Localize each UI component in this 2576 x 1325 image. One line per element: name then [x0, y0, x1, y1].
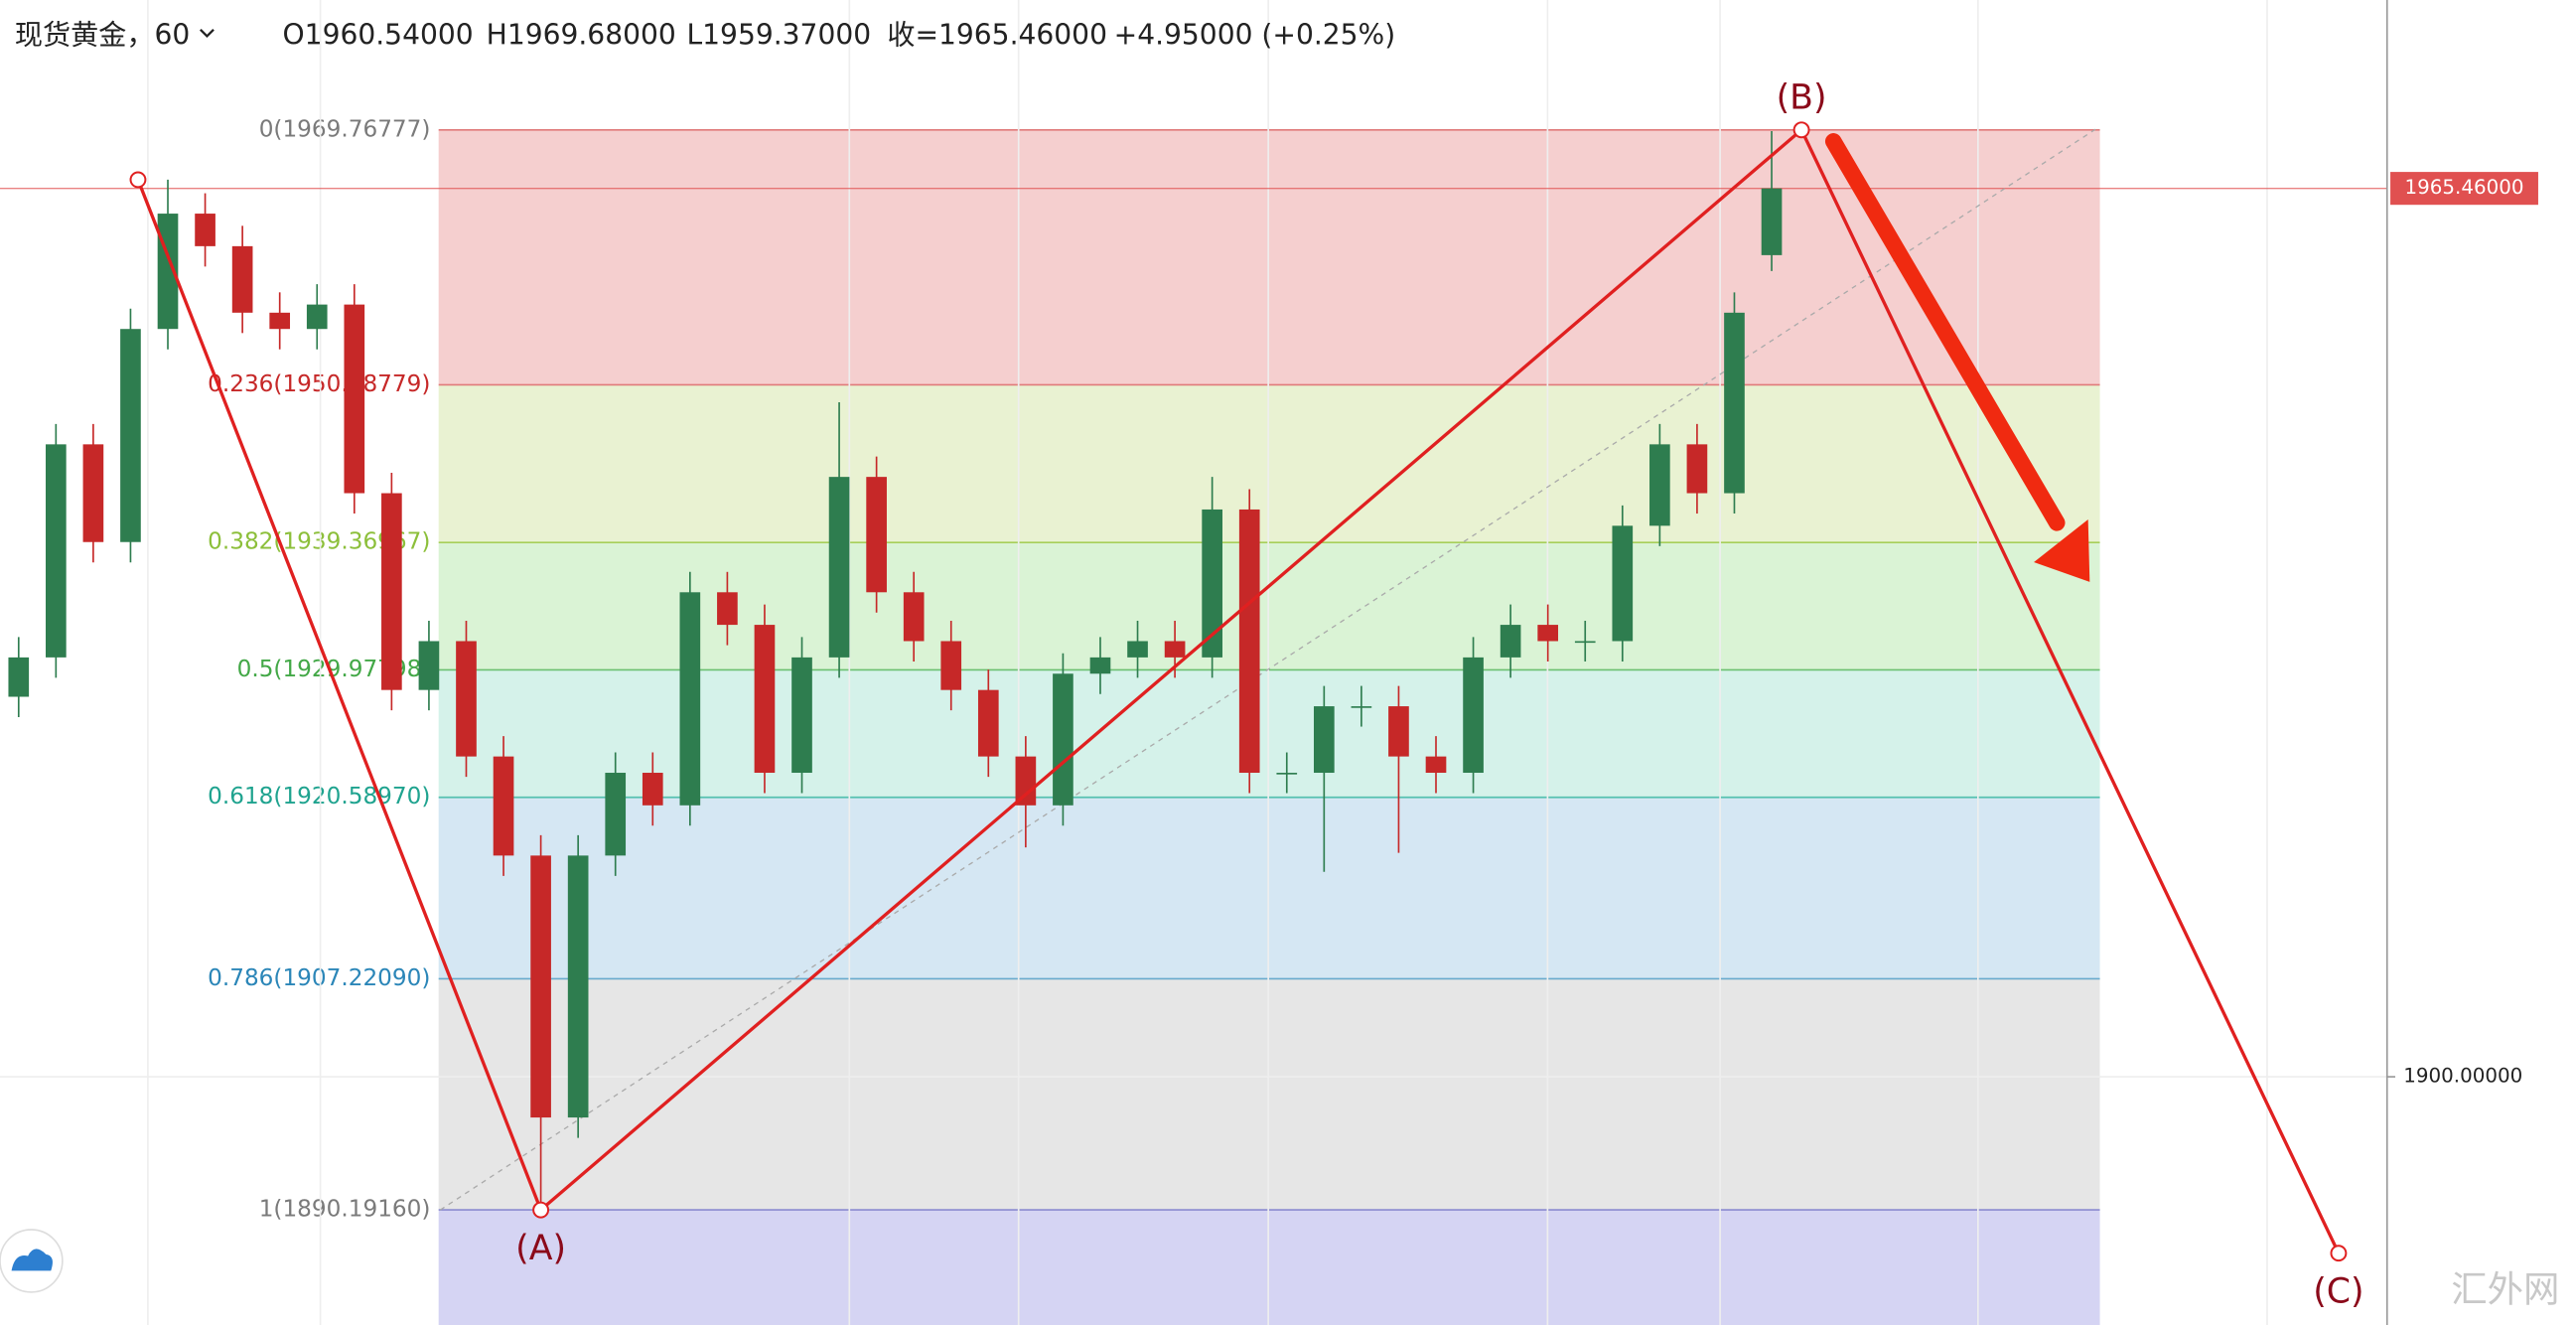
last-price-tag: [2390, 172, 2538, 206]
vertical-grid: [147, 0, 2268, 1325]
candle-body: [1724, 312, 1745, 494]
watermark: 汇外网: [2451, 1267, 2559, 1310]
ohlc-high: H1969.68000: [487, 18, 676, 51]
candle-body: [1314, 706, 1335, 774]
candle-body: [1053, 673, 1073, 806]
fib-label: 0.786(1907.22090): [208, 965, 430, 991]
candle-body: [306, 304, 328, 330]
candle-body: [195, 214, 215, 246]
fib-zone: [438, 384, 2100, 543]
fib-label: 0.618(1920.58970): [208, 784, 430, 810]
candle-body: [493, 756, 514, 856]
candle-body: [344, 304, 365, 494]
fib-zones: 0(1969.76777)0.236(1950.98779)0.382(1939…: [208, 116, 2100, 1325]
arrow-head: [2034, 519, 2090, 582]
logo-cloud[interactable]: [11, 1249, 53, 1271]
candle-body: [866, 477, 887, 593]
wave-line: [136, 127, 2341, 1254]
candle-body: [82, 444, 104, 542]
arrow-shaft: [1824, 133, 2066, 531]
symbol[interactable]: 现货黄金，60: [15, 18, 190, 51]
wave-point: [129, 171, 147, 189]
grid: [0, 187, 2387, 1078]
candle-body: [828, 477, 850, 658]
candle-body: [8, 657, 30, 697]
candle-body: [120, 329, 141, 542]
fib-zone: [438, 669, 2100, 798]
candle-body: [456, 641, 477, 757]
fib-label: 0(1969.76777): [259, 116, 431, 142]
candle-body: [381, 493, 402, 690]
candle-body: [1649, 444, 1670, 526]
candle-body: [940, 641, 962, 690]
wave-point: [532, 1201, 550, 1219]
candle-body: [1238, 509, 1260, 774]
wave-point: [1792, 121, 1810, 139]
candle-body: [1388, 706, 1409, 757]
fib-trend-line: [440, 125, 2100, 1211]
ohlc-open: O1960.54000: [283, 18, 474, 51]
candle-body: [754, 625, 776, 774]
candle-body: [530, 855, 551, 1118]
last-price-label: 1965.46000: [2405, 176, 2524, 199]
wave-label: (A): [515, 1229, 566, 1268]
ohlc-change: +4.95000 (+0.25%): [1114, 18, 1396, 51]
candle-body: [1202, 509, 1222, 658]
y-tick-label: 1900.00000: [2403, 1065, 2522, 1088]
fib-zone: [438, 978, 2100, 1211]
fib-label: 1(1890.19160): [259, 1197, 431, 1223]
candle-body: [46, 444, 67, 658]
wave: (A) (B) (C): [129, 77, 2364, 1311]
candle-body: [642, 773, 663, 806]
candle-body: [1127, 641, 1148, 658]
header: 现货黄金，60 O1960.54000 H1969.68000 L1959.37…: [15, 18, 1395, 51]
candle-body: [1351, 706, 1372, 708]
wave-label: (B): [1777, 77, 1827, 117]
candles: [8, 130, 1783, 1211]
ohlc-low: L1959.37000: [687, 18, 872, 51]
candle-body: [903, 592, 925, 642]
fib-zone: [438, 797, 2100, 979]
candle-body: [567, 855, 589, 1118]
candle-body: [1463, 657, 1484, 774]
forecast-arrow: [1824, 133, 2090, 582]
candle-body: [1089, 657, 1111, 674]
candle-body: [791, 657, 812, 774]
symbol-chevron[interactable]: [200, 28, 215, 39]
logo[interactable]: [0, 1229, 64, 1293]
candle-body: [605, 773, 627, 856]
fib-label: 0.236(1950.98779): [208, 371, 430, 397]
candle-body: [1574, 641, 1596, 644]
candle-body: [231, 245, 253, 313]
fib-zone: [438, 1210, 2100, 1325]
candle-body: [1761, 188, 1783, 255]
candle-body: [1164, 641, 1186, 658]
fib-zone: [438, 542, 2100, 670]
candle-body: [679, 592, 701, 806]
candle-body: [1612, 525, 1634, 642]
candle-body: [1276, 773, 1298, 775]
wave-label: (C): [2313, 1271, 2363, 1311]
candle-body: [1015, 756, 1037, 806]
ohlc-close: 收=1965.46000: [887, 18, 1107, 51]
candle-body: [1537, 625, 1559, 642]
candle-body: [717, 592, 738, 626]
candle-body: [418, 641, 440, 690]
candle-body: [977, 689, 999, 757]
candle-body: [1425, 756, 1447, 774]
candle-body: [269, 312, 291, 330]
candle-body: [1686, 444, 1708, 494]
price-axis: 1900.00000 1965.46000: [2386, 172, 2538, 1088]
candle-body: [1500, 625, 1521, 658]
wave-point: [2330, 1245, 2348, 1262]
